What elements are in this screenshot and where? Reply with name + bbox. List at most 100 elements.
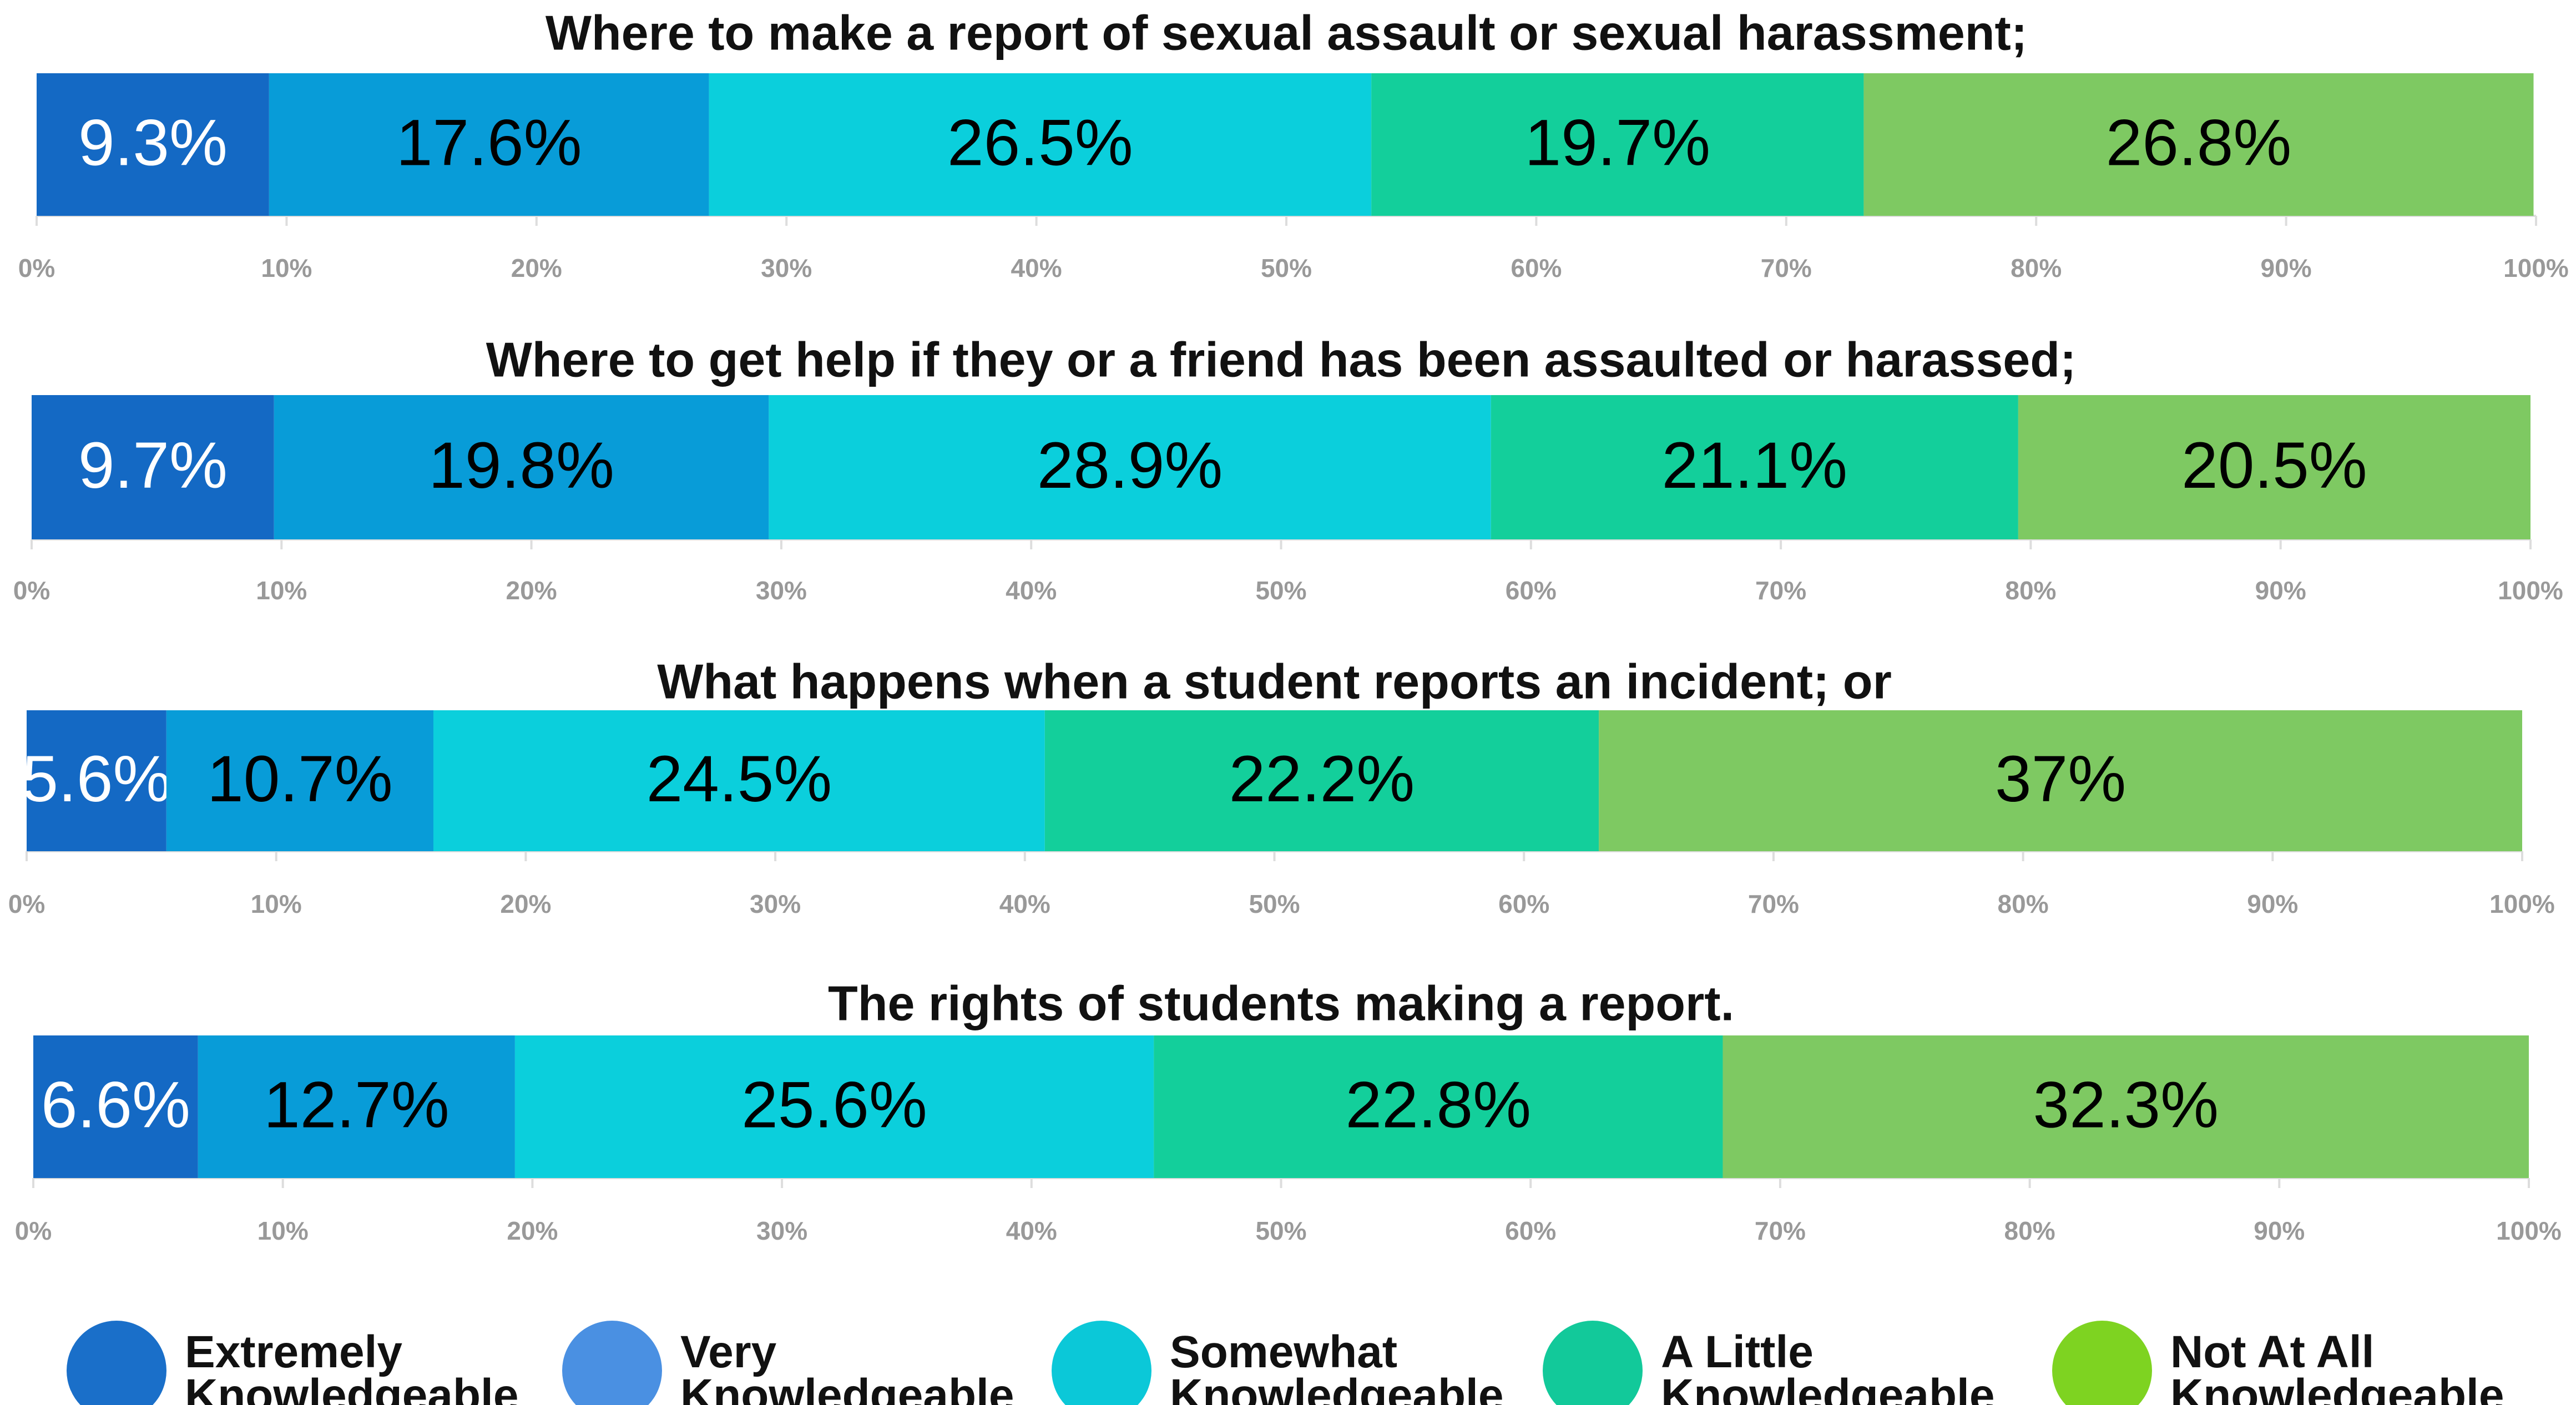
x-tick-label: 70% [1755,1216,1806,1245]
bar-segment [769,395,1491,539]
x-tick-label: 50% [1249,890,1300,918]
data-label: 9.3% [78,107,228,180]
bar-segment [198,1035,515,1178]
legend-swatch [2052,1321,2152,1405]
x-tick-label: 0% [15,1216,52,1245]
bar-segment [269,73,709,216]
legend-label: A Little Knowledgeable [1661,1327,1995,1405]
x-tick-label: 80% [2005,576,2056,605]
x-tick-label: 10% [251,890,302,918]
x-tick-label: 40% [1006,576,1057,605]
x-tick-label: 20% [511,254,562,282]
data-label: 32.3% [2033,1069,2219,1142]
data-label: 9.7% [78,429,228,502]
bar-segment [166,710,434,851]
legend-label: Not At All Knowledgeable [2170,1327,2504,1405]
x-tick-label: 50% [1255,1216,1306,1245]
data-label: 21.1% [1662,429,1848,502]
x-tick-label: 30% [756,576,807,605]
data-label: 17.6% [396,107,582,180]
x-tick-label: 30% [750,890,801,918]
x-tick-label: 100% [2503,254,2569,282]
legend-label: Somewhat Knowledgeable [1170,1327,1504,1405]
bar-segment [1863,73,2534,216]
x-tick-label: 60% [1506,576,1557,605]
bar-segment [1491,395,2018,539]
bar-segment [514,1035,1154,1178]
x-tick-label: 10% [261,254,312,282]
bar-segment [1154,1035,1723,1178]
x-tick-label: 40% [1011,254,1062,282]
x-tick-label: 60% [1511,254,1562,282]
data-label: 20.5% [2181,429,2367,502]
chart-title: Where to make a report of sexual assault… [545,5,2027,60]
chart-title: The rights of students making a report. [828,976,1734,1030]
chart-title: Where to get help if they or a friend ha… [486,332,2077,387]
x-tick-label: 40% [1006,1216,1057,1245]
bar-segment [32,395,274,539]
bar-segment [33,1035,198,1178]
x-tick-label: 70% [1755,576,1806,605]
x-tick-label: 70% [1761,254,1812,282]
bar-segment [1723,1035,2529,1178]
data-label: 22.2% [1229,742,1415,816]
x-tick-label: 100% [2489,890,2555,918]
bar-segment [37,73,269,216]
data-label: 6.6% [41,1069,190,1142]
x-tick-label: 90% [2247,890,2298,918]
legend-swatch [67,1321,166,1405]
x-tick-label: 10% [256,576,307,605]
x-tick-label: 80% [2004,1216,2055,1245]
data-label: 37% [1995,742,2126,816]
chart-title: What happens when a student reports an i… [657,654,1892,709]
x-tick-label: 30% [761,254,812,282]
legend-swatch [1543,1321,1643,1405]
x-tick-label: 20% [500,890,551,918]
bar-segment [274,395,769,539]
bar-segment [1044,710,1599,851]
bar-segment [1371,73,1864,216]
data-label: 25.6% [741,1069,927,1142]
x-tick-label: 40% [999,890,1050,918]
x-tick-label: 10% [257,1216,309,1245]
data-label: 12.7% [264,1069,449,1142]
legend-swatch [1052,1321,1151,1405]
bar-segment [1599,710,2522,851]
x-tick-label: 90% [2254,1216,2305,1245]
x-tick-label: 80% [2011,254,2062,282]
x-tick-label: 0% [8,890,45,918]
bar-segment [709,73,1372,216]
x-tick-label: 20% [507,1216,558,1245]
x-tick-label: 80% [1998,890,2049,918]
x-tick-label: 100% [2498,576,2563,605]
data-label: 19.8% [428,429,614,502]
bar-segment [2018,395,2530,539]
data-label: 26.8% [2106,107,2292,180]
x-tick-label: 50% [1255,576,1306,605]
x-tick-label: 90% [2261,254,2312,282]
x-tick-label: 20% [506,576,557,605]
x-tick-label: 90% [2255,576,2306,605]
data-label: 10.7% [207,742,393,816]
data-label: 5.6% [22,742,171,816]
bar-segment [433,710,1045,851]
legend-swatch [562,1321,662,1405]
bar-segment [27,710,166,851]
legend-label: Extremely Knowledgeable [185,1327,519,1405]
data-label: 22.8% [1346,1069,1532,1142]
data-label: 19.7% [1524,107,1710,180]
data-label: 28.9% [1037,429,1223,502]
x-tick-label: 70% [1748,890,1799,918]
x-tick-label: 50% [1261,254,1312,282]
data-label: 26.5% [947,107,1133,180]
x-tick-label: 0% [18,254,55,282]
x-tick-label: 100% [2496,1216,2562,1245]
data-label: 24.5% [646,742,832,816]
x-tick-label: 30% [756,1216,807,1245]
x-tick-label: 0% [13,576,50,605]
legend-label: Very Knowledgeable [680,1327,1014,1405]
x-tick-label: 60% [1498,890,1549,918]
x-tick-label: 60% [1505,1216,1556,1245]
